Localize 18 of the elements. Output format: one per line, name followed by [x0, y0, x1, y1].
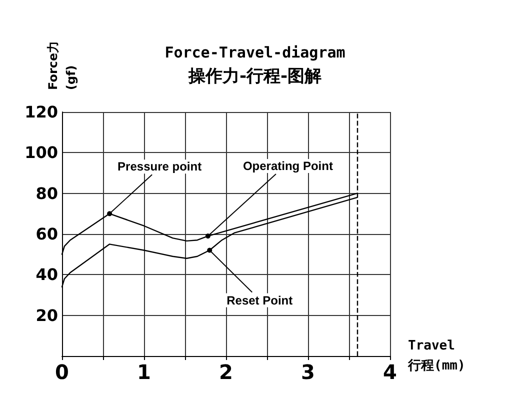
annotation: Reset Point	[226, 293, 293, 308]
y-tick-label: 20	[36, 306, 58, 325]
y-axis-title: Force力 (gf)	[46, 40, 78, 90]
x-tick-label: 1	[137, 360, 151, 384]
chart-title: Force-Travel-diagram	[164, 44, 346, 62]
y-tick-label: 80	[36, 184, 58, 203]
chart-subtitle: 操作力-行程-图解	[187, 66, 322, 86]
y-tick-label: 100	[24, 143, 58, 162]
x-tick-label: 0	[55, 360, 69, 384]
annotation: Operating Point	[242, 159, 333, 174]
annotation: Pressure point	[118, 160, 202, 174]
y-tick-label: 120	[24, 102, 58, 122]
x-tick-label: 2	[219, 360, 233, 384]
x-tick-label: 3	[301, 360, 315, 384]
x-tick-label: 4	[383, 360, 397, 384]
y-tick-label: 40	[36, 265, 58, 284]
y-tick-label: 60	[36, 224, 58, 244]
x-axis-title: Travel 行程(mm)	[407, 338, 466, 374]
